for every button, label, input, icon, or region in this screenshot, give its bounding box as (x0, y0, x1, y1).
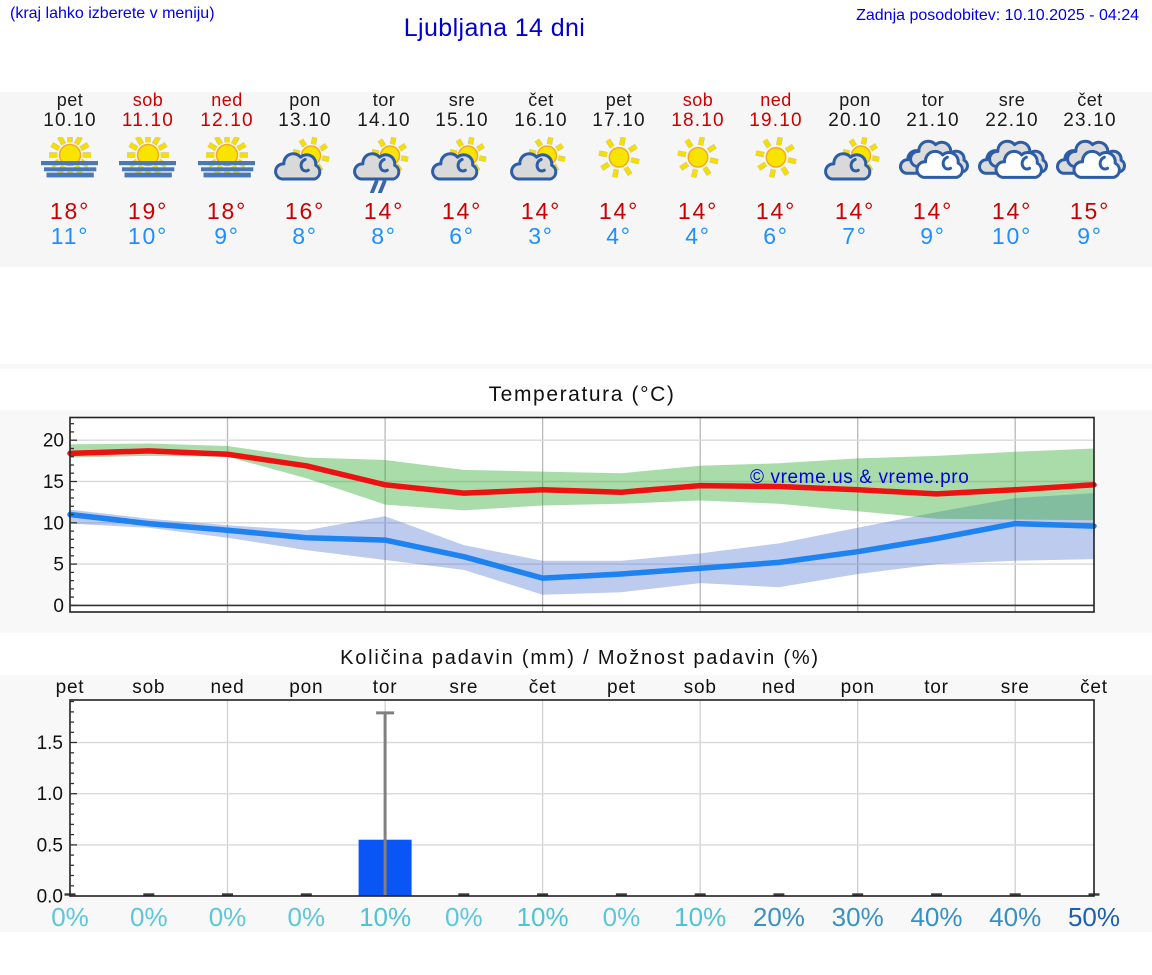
svg-text:10%: 10% (674, 902, 726, 932)
svg-text:0%: 0% (288, 902, 326, 932)
svg-text:10: 10 (43, 513, 64, 534)
svg-text:0.5: 0.5 (37, 835, 63, 856)
svg-text:sre: sre (449, 677, 478, 698)
svg-text:15: 15 (43, 472, 64, 493)
svg-text:pon: pon (841, 677, 875, 698)
svg-text:20: 20 (43, 431, 64, 452)
svg-text:10%: 10% (517, 902, 569, 932)
svg-text:0.0: 0.0 (37, 887, 63, 908)
svg-text:ned: ned (762, 677, 796, 698)
svg-text:0%: 0% (130, 902, 168, 932)
svg-text:5: 5 (53, 555, 64, 576)
svg-text:ned: ned (210, 677, 244, 698)
svg-text:50%: 50% (1068, 902, 1120, 932)
svg-text:sob: sob (132, 677, 165, 698)
svg-text:20%: 20% (753, 902, 805, 932)
svg-text:čet: čet (1080, 677, 1108, 698)
svg-text:0%: 0% (209, 902, 247, 932)
svg-text:pon: pon (289, 677, 323, 698)
svg-text:tor: tor (924, 677, 949, 698)
svg-text:pet: pet (607, 677, 636, 698)
svg-text:40%: 40% (910, 902, 962, 932)
svg-text:0%: 0% (445, 902, 483, 932)
svg-text:sre: sre (1001, 677, 1030, 698)
svg-text:30%: 30% (832, 902, 884, 932)
svg-text:0: 0 (53, 596, 64, 617)
svg-text:pet: pet (56, 677, 85, 698)
svg-text:tor: tor (373, 677, 398, 698)
svg-text:čet: čet (529, 677, 557, 698)
svg-text:1.5: 1.5 (37, 733, 63, 754)
svg-text:10%: 10% (359, 902, 411, 932)
svg-text:sob: sob (684, 677, 717, 698)
svg-text:© vreme.us & vreme.pro: © vreme.us & vreme.pro (750, 467, 969, 488)
svg-text:0%: 0% (603, 902, 641, 932)
svg-text:40%: 40% (989, 902, 1041, 932)
svg-text:0%: 0% (51, 902, 89, 932)
svg-text:1.0: 1.0 (37, 784, 63, 805)
